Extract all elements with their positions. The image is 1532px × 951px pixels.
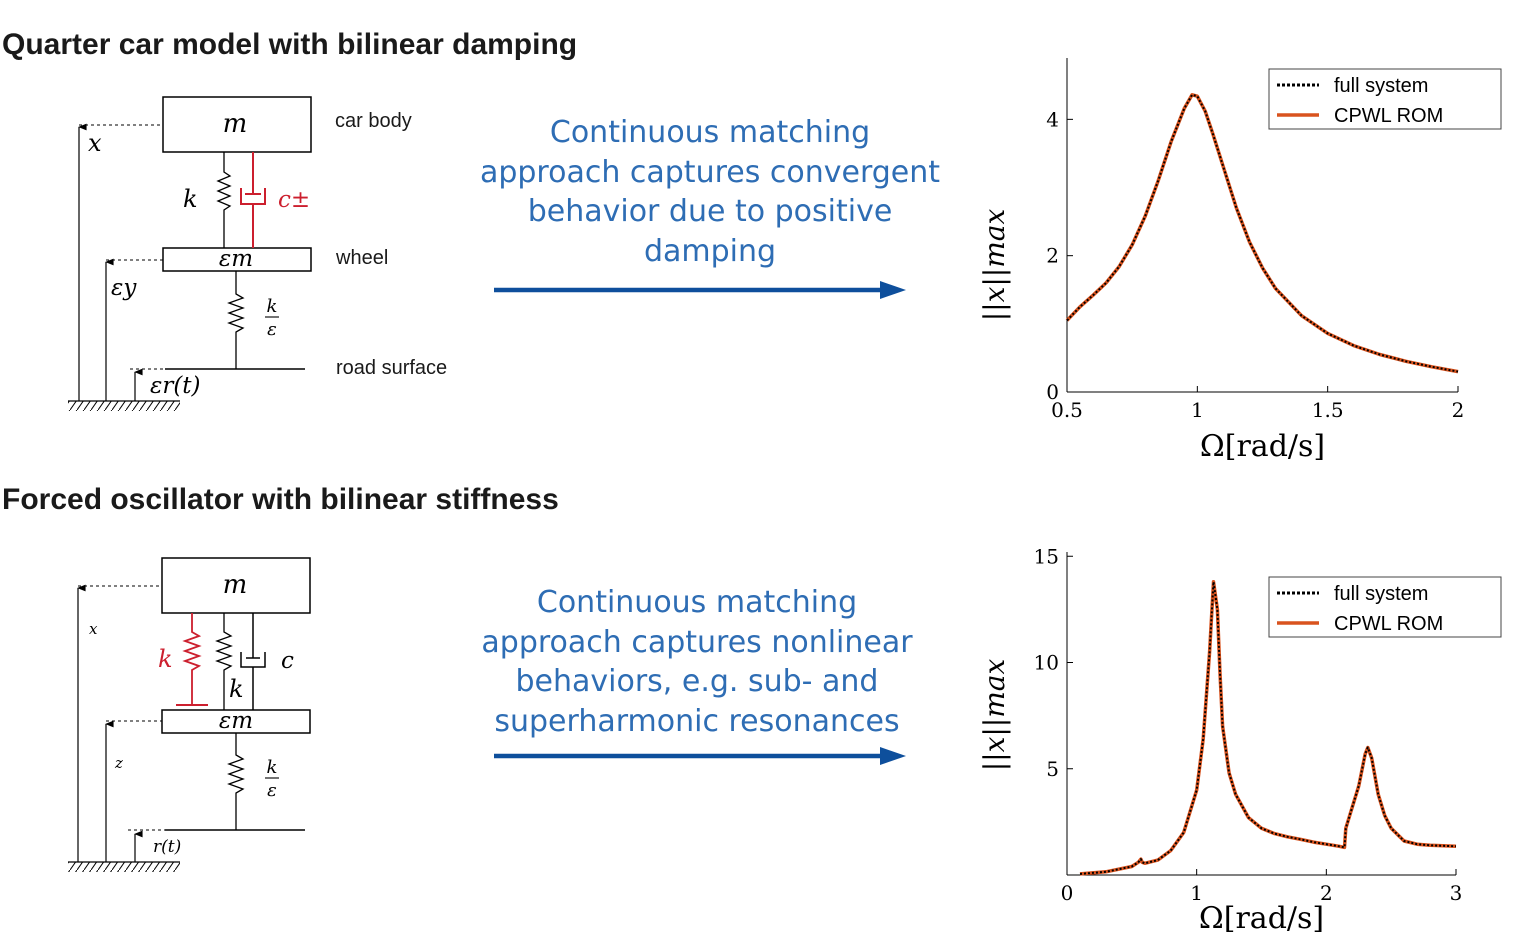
x-tick-label: 0.5 <box>1051 398 1083 422</box>
y-axis-label: ||x||max <box>978 659 1011 772</box>
y-tick-label: 4 <box>1046 107 1059 131</box>
y-tick-label: 5 <box>1046 757 1059 781</box>
wheel-mass-label-top: εm <box>219 246 253 272</box>
legend: full system CPWL ROM <box>1268 576 1502 638</box>
tire-k-numerator-bottom: k <box>267 757 278 778</box>
y-tick-label: 10 <box>1034 651 1059 675</box>
z-label: z <box>114 754 123 772</box>
x-label-bottom: x <box>89 620 98 638</box>
y-tick-label: 15 <box>1034 544 1059 568</box>
suspension-spring <box>216 152 232 248</box>
tire-k-numerator-top: k <box>267 296 278 317</box>
oscillator-spring <box>215 613 233 710</box>
damper-c-label-bottom: c <box>281 648 294 674</box>
bilinear-spring-k-label: k <box>158 645 173 673</box>
x-tick-label: 2 <box>1452 398 1465 422</box>
bottom-caption-line-3: behaviors, e.g. sub- and <box>515 664 879 699</box>
x-tick-label: 1 <box>1191 398 1204 422</box>
spring-k-label-top: k <box>183 185 198 213</box>
bottom-caption-line-1: Continuous matching <box>536 585 858 620</box>
road-input-label-bottom: r(t) <box>153 837 181 857</box>
bilinear-spring <box>176 613 208 706</box>
tire-k-denominator-bottom: ε <box>267 780 277 801</box>
bottom-arrow <box>494 747 906 765</box>
road-input-label-top: εr(t) <box>150 373 201 399</box>
legend-label: CPWL ROM <box>1334 613 1443 635</box>
eps-y-label: εy <box>111 275 137 301</box>
oscillator-mass <box>161 557 311 614</box>
top-caption: Continuous matching approach captures co… <box>450 113 970 271</box>
top-frequency-response-chart: 0.5 1 1.5 2 0 2 4 Ω[rad/s] ||x||max full system CP… <box>978 58 1502 464</box>
legend-box <box>1268 68 1502 130</box>
tire-spring-top <box>227 271 245 369</box>
bottom-caption: Continuous matching approach captures no… <box>437 583 957 741</box>
tire-spring-bottom <box>227 733 245 830</box>
road-surface-label: road surface <box>336 357 448 379</box>
damper-c-label: c± <box>278 187 310 213</box>
x-label-top: x <box>88 129 102 157</box>
bilinear-damper <box>240 152 266 248</box>
mass-label-bottom: m <box>223 570 248 600</box>
top-caption-line-4: damping <box>643 233 777 269</box>
bottom-caption-line-2: approach captures nonlinear <box>481 624 913 660</box>
x-tick-label: 3 <box>1450 881 1463 905</box>
top-caption-line-1: Continuous matching <box>549 115 871 150</box>
x-tick-label: 1 <box>1190 881 1203 905</box>
spring-k-label-bottom: k <box>229 675 244 703</box>
forced-oscillator-diagram: m x k k c εm z k ε r(t) <box>68 557 311 872</box>
legend-label: full system <box>1334 75 1428 97</box>
top-arrow <box>494 281 906 299</box>
car-body-label: car body <box>335 110 412 132</box>
x-axis-label: Ω[rad/s] <box>1200 429 1325 464</box>
y-tick-label: 2 <box>1046 244 1059 268</box>
top-caption-line-2: approach captures convergent <box>479 154 941 190</box>
mass-label-top: m <box>223 109 248 139</box>
top-section-title: Quarter car model with bilinear damping <box>2 28 578 61</box>
oscillator-damper <box>240 613 266 710</box>
wheel-label: wheel <box>336 247 389 269</box>
y-axis-label: ||x||max <box>978 209 1011 322</box>
series-line-cpwl-rom <box>1065 93 1459 374</box>
bottom-section-title: Forced oscillator with bilinear stiffnes… <box>2 483 559 516</box>
quarter-car-diagram: m x k c± εm εy k ε εr(t) <box>68 96 312 411</box>
legend-label: full system <box>1334 583 1428 605</box>
bottom-frequency-response-chart: 0 1 2 3 5 10 15 Ω[rad/s] ||x||max full system CPWL… <box>978 544 1502 936</box>
ground-hatch-top <box>68 401 180 411</box>
legend: full system CPWL ROM <box>1268 68 1502 130</box>
legend-label: CPWL ROM <box>1334 105 1443 127</box>
wheel-mass-top <box>162 247 312 272</box>
tire-k-denominator-top: ε <box>267 319 277 340</box>
bottom-caption-line-4: superharmonic resonances <box>494 703 900 739</box>
car-body-mass <box>162 96 312 153</box>
x-tick-label: 2 <box>1320 881 1333 905</box>
ground-hatch-bottom <box>68 862 180 872</box>
x-axis-label: Ω[rad/s] <box>1199 901 1324 936</box>
series-line-full-system <box>1079 580 1457 875</box>
y-tick-label: 0 <box>1046 380 1059 404</box>
wheel-mass-label-bottom: εm <box>219 708 253 734</box>
x-tick-label: 1.5 <box>1312 398 1344 422</box>
legend-box <box>1268 576 1502 638</box>
x-tick-label: 0 <box>1061 881 1074 905</box>
top-caption-line-3: behavior due to positive <box>527 194 893 229</box>
series-line-full-system <box>1066 93 1459 373</box>
